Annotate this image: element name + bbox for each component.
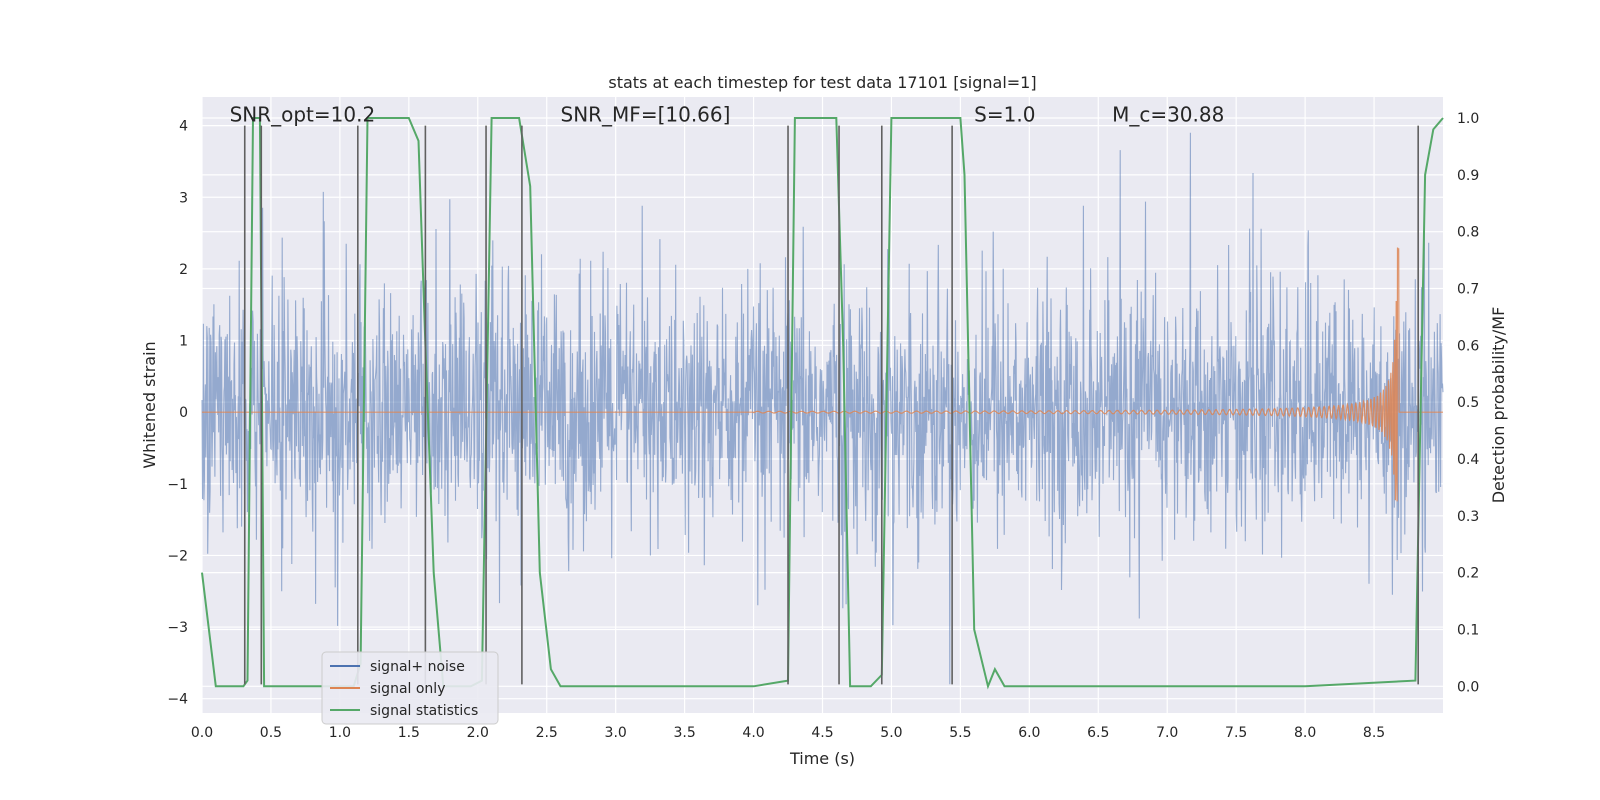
x-axis-label: Time (s): [789, 749, 855, 768]
annotation-3: S=1.0: [974, 102, 1035, 126]
y2-tick-label: 0.2: [1457, 566, 1479, 582]
y-tick-label: 2: [179, 262, 188, 278]
legend-label: signal only: [370, 681, 445, 697]
x-tick-label: 3.5: [673, 725, 695, 741]
x-tick-label: 2.5: [536, 725, 558, 741]
x-tick-label: 7.5: [1225, 725, 1247, 741]
y-tick-label: −2: [167, 548, 188, 564]
y2-tick-label: 0.8: [1457, 225, 1479, 241]
x-tick-label: 6.5: [1087, 725, 1109, 741]
x-tick-label: 4.0: [742, 725, 764, 741]
y2-tick-label: 0.0: [1457, 679, 1479, 695]
signal-statistics-series: [201, 117, 1444, 690]
y-tick-label: 3: [179, 190, 188, 206]
annotation-2: SNR_MF=[10.66]: [561, 102, 731, 126]
x-tick-label: 8.0: [1294, 725, 1316, 741]
x-tick-label: 0.5: [260, 725, 282, 741]
legend: signal+ noise signal only signal statistic…: [321, 651, 499, 725]
annotations: SNR_opt=10.2 SNR_MF=[10.66] S=1.0 M_c=30.88: [230, 102, 1225, 126]
x-tick-label: 1.5: [398, 725, 420, 741]
x-tick-label: 1.0: [329, 725, 351, 741]
x-tick-label: 2.0: [467, 725, 489, 741]
y-tick-label: 0: [179, 405, 188, 421]
y-tick-label: −3: [167, 620, 188, 636]
x-tick-label: 5.0: [880, 725, 902, 741]
y-axis-ticks: −4 −3 −2 −1 0 1 2 3 4: [167, 119, 188, 708]
signal-noise-series: [201, 132, 1444, 685]
y2-tick-label: 0.5: [1457, 395, 1479, 411]
x-tick-label: 3.0: [605, 725, 627, 741]
legend-label: signal statistics: [370, 703, 478, 719]
y-axis-label: Whitened strain: [140, 341, 159, 468]
y2-tick-label: 0.4: [1457, 452, 1479, 468]
y-tick-label: 1: [179, 334, 188, 350]
y2-axis-ticks: 0.0 0.1 0.2 0.3 0.4 0.5 0.6 0.7 0.8 0.9 1.0: [1457, 111, 1479, 695]
x-tick-label: 4.5: [811, 725, 833, 741]
y-tick-label: 4: [179, 119, 188, 135]
chirp-trace: [202, 247, 1443, 502]
x-tick-label: 6.0: [1018, 725, 1040, 741]
annotation-4: M_c=30.88: [1112, 102, 1224, 126]
y2-tick-label: 0.1: [1457, 622, 1479, 638]
y-tick-label: −1: [167, 477, 188, 493]
noise-trace: [201, 132, 1444, 685]
y2-tick-label: 0.3: [1457, 509, 1479, 525]
x-axis-ticks: 0.0 0.5 1.0 1.5 2.0 2.5 3.0 3.5 4.0 4.5 5.0 5.5 6.0 6…: [191, 725, 1385, 741]
x-tick-label: 0.0: [191, 725, 213, 741]
legend-label: signal+ noise: [370, 659, 465, 675]
x-tick-label: 8.5: [1363, 725, 1385, 741]
chart-title: stats at each timestep for test data 171…: [608, 73, 1036, 92]
signal-only-series: [202, 247, 1443, 502]
statistics-trace: [201, 117, 1444, 690]
y-tick-label: −4: [167, 692, 188, 708]
annotation-1: SNR_opt=10.2: [230, 102, 376, 126]
x-tick-label: 7.0: [1156, 725, 1178, 741]
y2-tick-label: 1.0: [1457, 111, 1479, 127]
legend-box: [321, 651, 499, 725]
y2-tick-label: 0.7: [1457, 282, 1479, 298]
y2-axis-label: Detection probability/MF: [1489, 307, 1508, 504]
x-tick-label: 5.5: [949, 725, 971, 741]
detection-vertical-lines: [243, 125, 1419, 685]
y2-tick-label: 0.6: [1457, 338, 1479, 354]
y2-tick-label: 0.9: [1457, 168, 1479, 184]
